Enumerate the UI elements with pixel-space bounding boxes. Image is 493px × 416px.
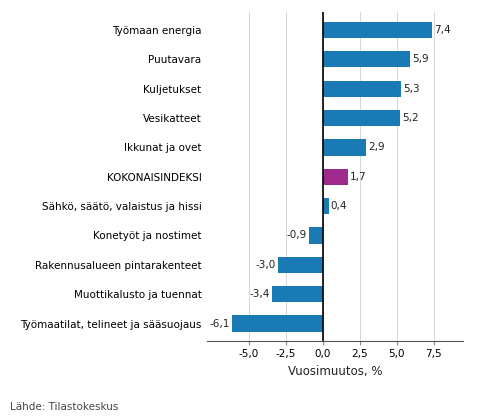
Text: 5,3: 5,3 — [403, 84, 420, 94]
Bar — [322, 22, 432, 38]
Bar — [322, 81, 401, 97]
Text: -6,1: -6,1 — [210, 319, 230, 329]
Text: -3,4: -3,4 — [249, 289, 270, 299]
Text: -3,0: -3,0 — [256, 260, 276, 270]
X-axis label: Vuosimuutos, %: Vuosimuutos, % — [288, 365, 383, 378]
Text: 5,2: 5,2 — [402, 113, 419, 123]
Text: 7,4: 7,4 — [434, 25, 451, 35]
Bar — [309, 228, 322, 243]
Bar — [322, 51, 410, 67]
Bar — [322, 169, 348, 185]
Text: -0,9: -0,9 — [287, 230, 307, 240]
Text: 5,9: 5,9 — [412, 54, 429, 64]
Bar — [232, 315, 322, 332]
Text: Lähde: Tilastokeskus: Lähde: Tilastokeskus — [10, 402, 118, 412]
Text: 1,7: 1,7 — [350, 172, 367, 182]
Text: 2,9: 2,9 — [368, 142, 385, 152]
Bar — [322, 110, 400, 126]
Bar — [322, 139, 366, 156]
Bar — [278, 257, 322, 273]
Bar — [272, 286, 322, 302]
Text: 0,4: 0,4 — [331, 201, 347, 211]
Bar — [322, 198, 328, 214]
